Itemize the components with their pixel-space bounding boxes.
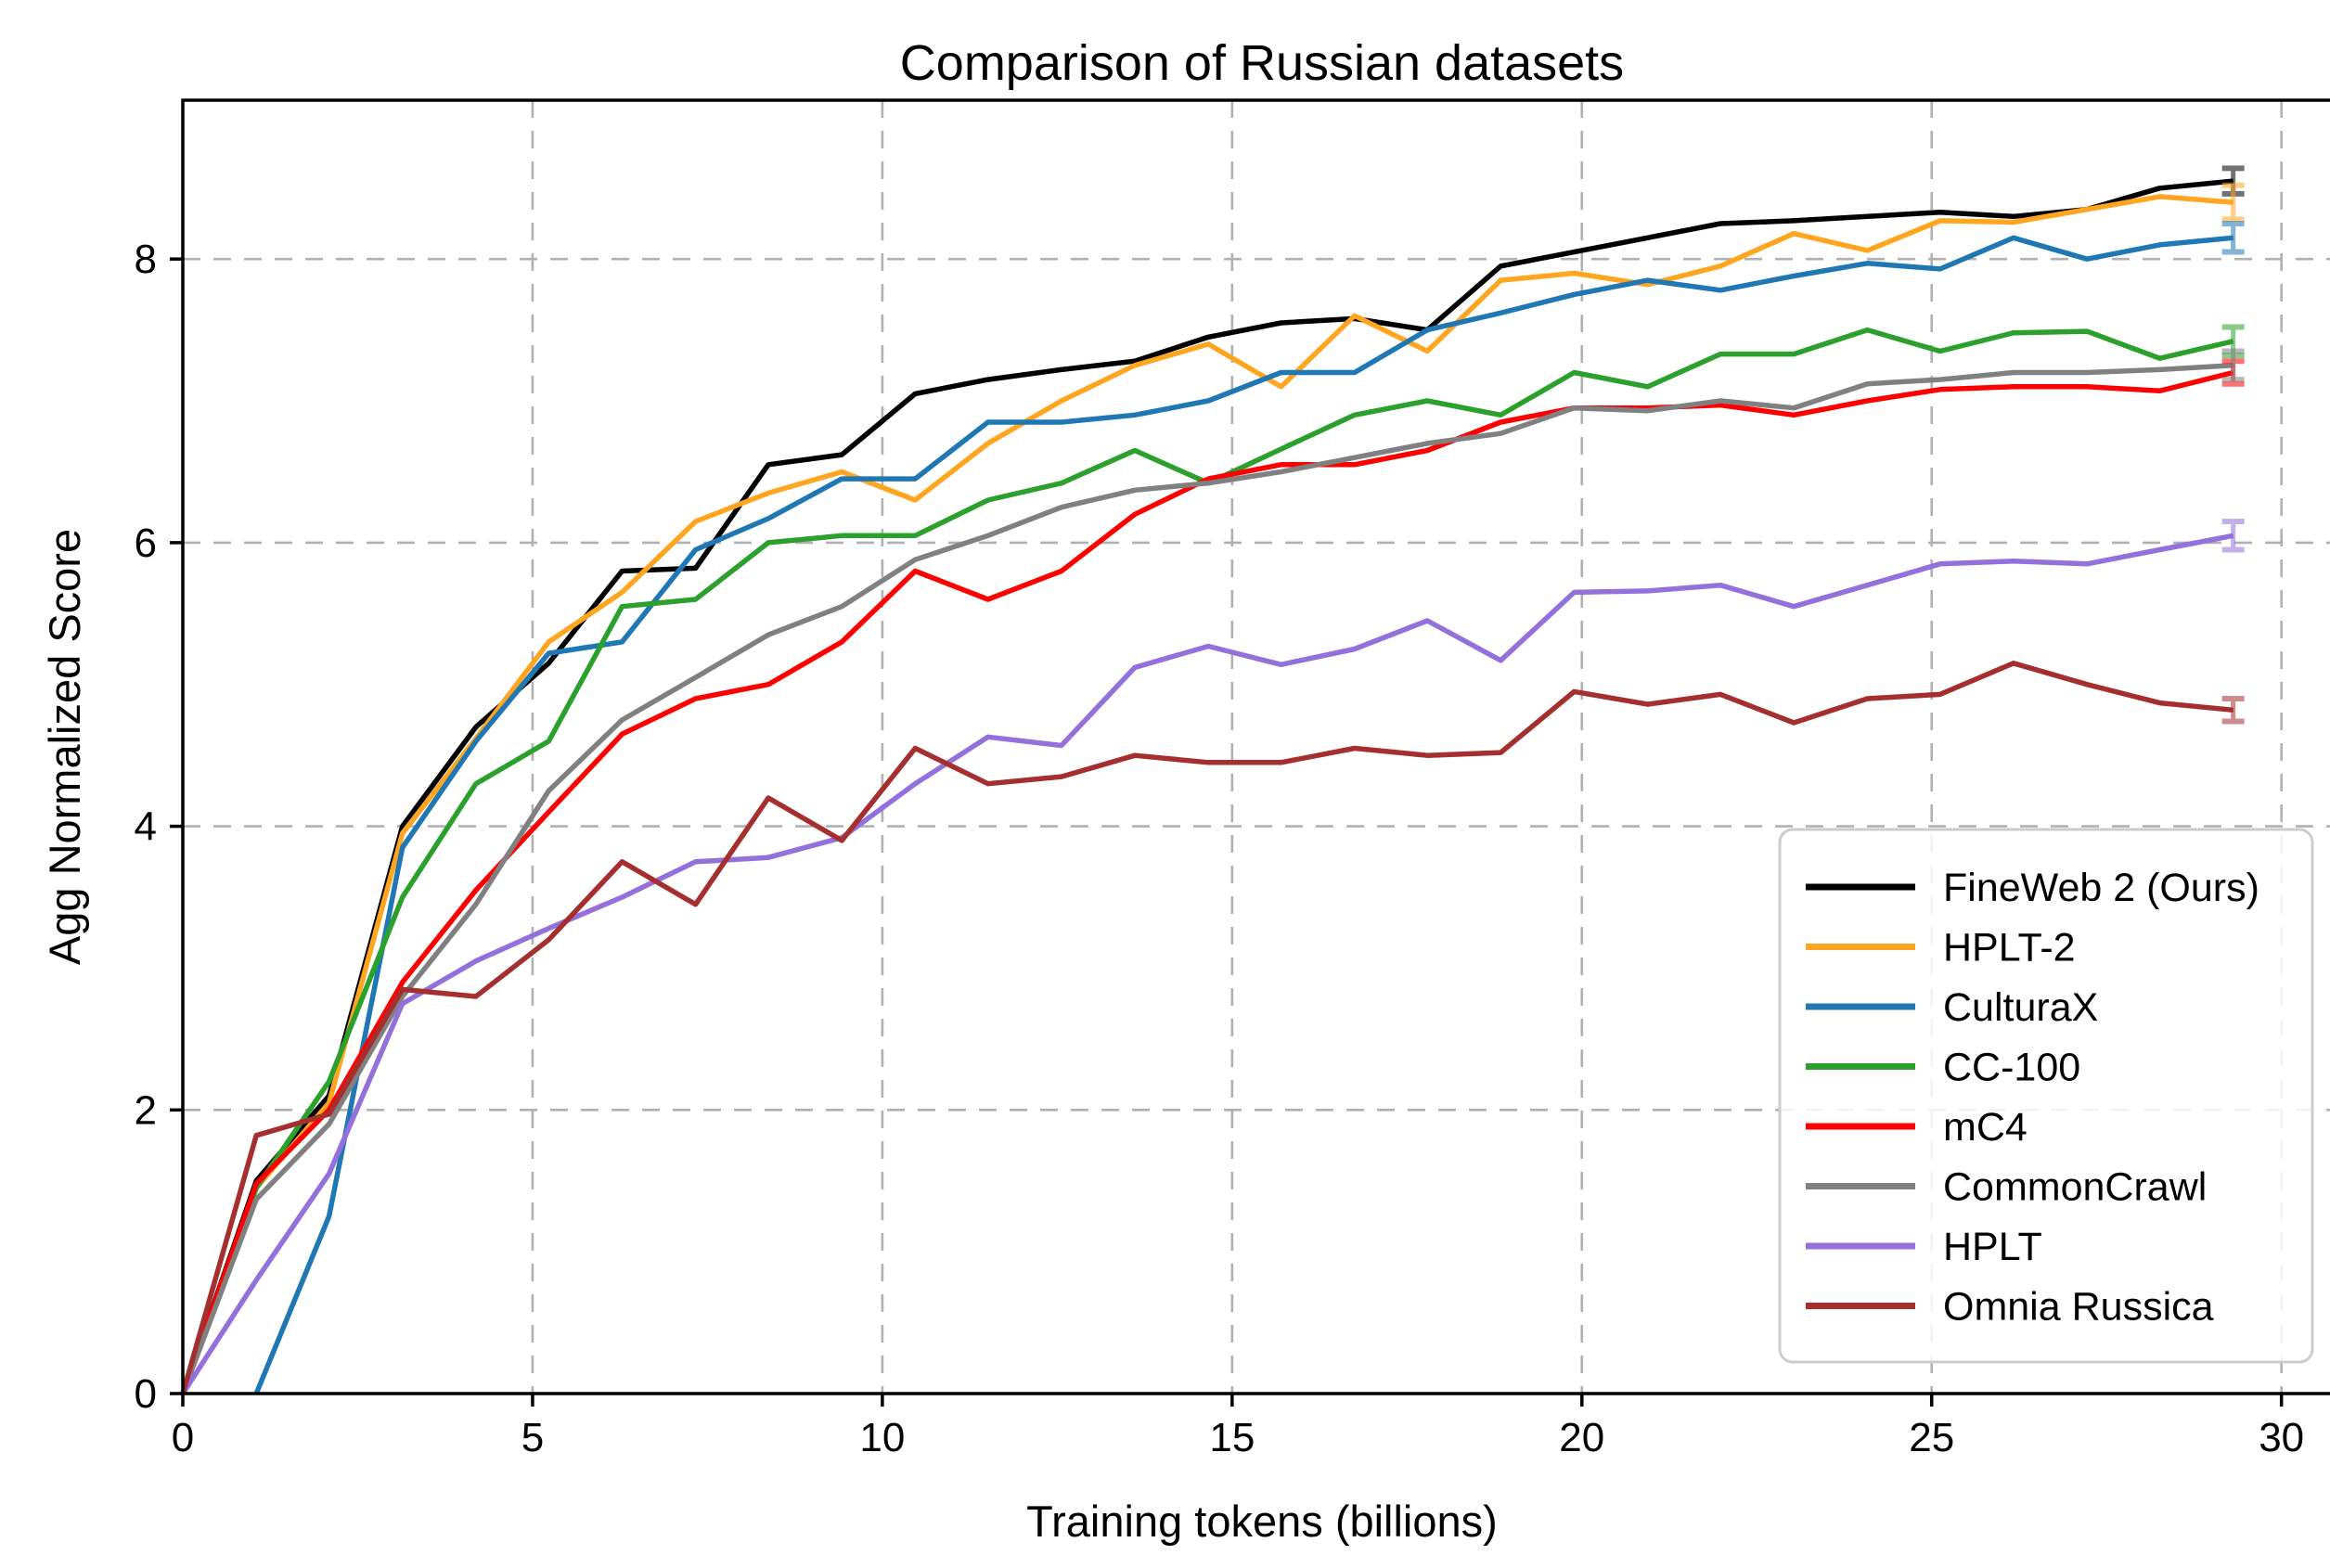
axes-layer <box>170 98 2330 1407</box>
grid-layer <box>183 100 2330 1394</box>
legend-item-omnia-russica: Omnia Russica <box>1806 1285 2214 1330</box>
legend-label-hplt-2: HPLT-2 <box>1943 926 2076 970</box>
legend-item-hplt-2: HPLT-2 <box>1806 926 2076 970</box>
chart-title: Comparison of Russian datasets <box>900 35 1624 91</box>
error-bar-hplt-2 <box>2221 182 2245 223</box>
legend-label-commoncrawl: CommonCrawl <box>1943 1165 2207 1210</box>
x-tick-label-20: 20 <box>1559 1415 1604 1460</box>
error-bar-omnia-russica <box>2221 696 2245 725</box>
plot-area-border <box>181 98 2330 1395</box>
error-bar-hplt <box>2221 518 2245 553</box>
legend-label-mc4: mC4 <box>1943 1105 2027 1150</box>
series-line-omnia-russica <box>180 661 2233 1394</box>
series-layer <box>180 178 2234 1395</box>
x-tick-label-15: 15 <box>1209 1415 1255 1460</box>
legend-item-mc4: mC4 <box>1806 1105 2027 1150</box>
series-line-hplt <box>180 533 2234 1395</box>
legend-item-cc-100: CC-100 <box>1806 1046 2080 1090</box>
error-bar-commoncrawl <box>2221 348 2245 383</box>
x-tick-label-0: 0 <box>172 1415 194 1460</box>
error-bar-culturax <box>2221 220 2245 255</box>
y-axis-label: Agg Normalized Score <box>40 529 89 965</box>
ticklabel-layer: 0 5 10 15 20 25 30 0 2 4 6 8 <box>135 237 2305 1460</box>
y-tick-label-4: 4 <box>135 804 157 850</box>
legend-label-cc-100: CC-100 <box>1943 1046 2080 1090</box>
x-tick-label-25: 25 <box>1909 1415 1954 1460</box>
series-line-mc4 <box>180 369 2234 1394</box>
legend-label-fineweb-2-ours: FineWeb 2 (Ours) <box>1943 866 2259 910</box>
x-tick-label-10: 10 <box>859 1415 905 1460</box>
legend-item-fineweb-2-ours: FineWeb 2 (Ours) <box>1806 866 2259 910</box>
russian-datasets-chart: 0 5 10 15 20 25 30 0 2 4 6 8 Comparison of Russian … <box>37 15 2330 1553</box>
legend-item-culturax: CulturaX <box>1806 985 2098 1030</box>
errorbar-layer <box>2221 165 2245 725</box>
series-line-culturax <box>253 235 2233 1395</box>
legend-label-hplt: HPLT <box>1943 1225 2042 1269</box>
legend-item-commoncrawl: CommonCrawl <box>1806 1165 2207 1210</box>
series-line-commoncrawl <box>180 363 2233 1394</box>
legend-label-culturax: CulturaX <box>1943 985 2098 1030</box>
y-tick-label-6: 6 <box>135 521 157 566</box>
y-tick-label-0: 0 <box>135 1371 157 1417</box>
x-axis-label: Training tokens (billions) <box>1026 1497 1498 1546</box>
x-tick-label-5: 5 <box>521 1415 544 1460</box>
legend-item-hplt: HPLT <box>1806 1225 2042 1269</box>
series-line-hplt-2 <box>180 194 2233 1394</box>
y-tick-label-8: 8 <box>135 237 157 282</box>
legend: FineWeb 2 (Ours) HPLT-2 CulturaX CC-100 mC4 C… <box>1778 828 2314 1364</box>
legend-box <box>1778 828 2314 1364</box>
legend-label-omnia-russica: Omnia Russica <box>1943 1285 2214 1330</box>
chart-canvas: 0 5 10 15 20 25 30 0 2 4 6 8 Comparison of Russian … <box>37 15 2330 1553</box>
y-tick-label-2: 2 <box>135 1087 157 1133</box>
x-tick-label-30: 30 <box>2259 1415 2304 1460</box>
